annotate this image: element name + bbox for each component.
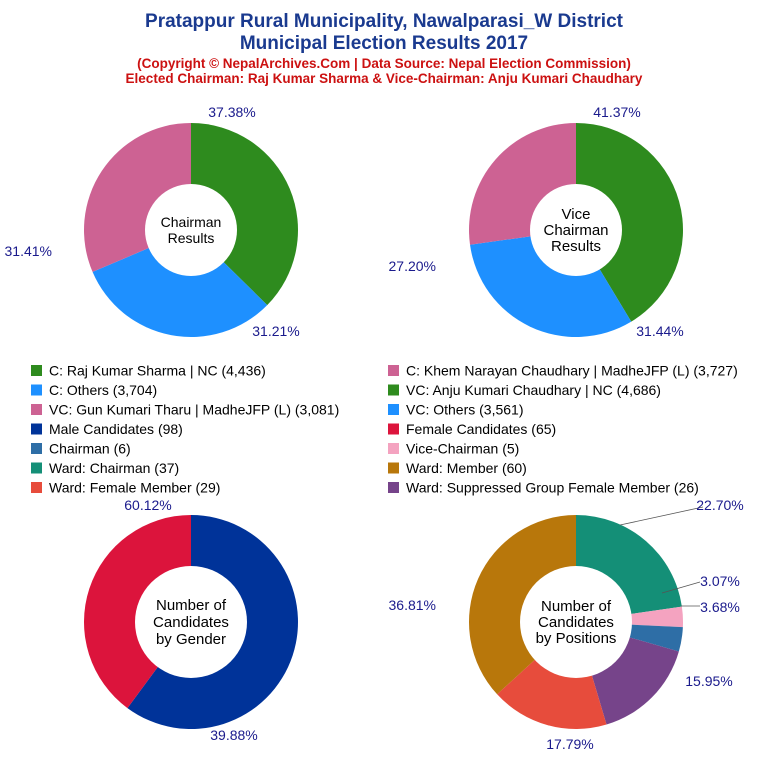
donut-center-label: Chairman — [543, 222, 608, 239]
legend-label: Male Candidates (98) — [49, 421, 183, 437]
legend-swatch — [31, 482, 42, 493]
slice-percent-label: 15.95% — [685, 673, 732, 689]
legend-item: C: Raj Kumar Sharma | NC (4,436) — [31, 363, 266, 379]
slice-percent-label: 37.38% — [208, 104, 255, 120]
slice-percent-label: 31.41% — [5, 243, 52, 259]
donut-center-label: Chairman — [161, 214, 222, 230]
slice-percent-label: 27.20% — [389, 258, 436, 274]
legend-swatch — [388, 423, 399, 435]
legend-label: VC: Anju Kumari Chaudhary | NC (4,686) — [406, 382, 661, 398]
donut-center-label: Number of — [541, 598, 612, 615]
legend-swatch — [388, 404, 399, 415]
legend-item: Ward: Female Member (29) — [31, 480, 220, 496]
donut-hole — [135, 566, 247, 678]
legend-item: Ward: Chairman (37) — [31, 460, 179, 476]
legend-label: Ward: Chairman (37) — [49, 460, 179, 476]
legend-label: Female Candidates (65) — [406, 421, 556, 437]
legend-swatch — [388, 365, 399, 376]
chart-title-line-2: Municipal Election Results 2017 — [240, 33, 528, 54]
donut-center-label: Results — [168, 230, 215, 246]
legend-label: VC: Others (3,561) — [406, 402, 524, 418]
legend-label: Ward: Female Member (29) — [49, 480, 220, 496]
slice-percent-label: 31.21% — [252, 323, 299, 339]
slice-percent-label: 22.70% — [696, 497, 743, 513]
pie-slice — [468, 515, 576, 695]
legend-swatch — [31, 443, 42, 454]
donut-center-label: Candidates — [153, 614, 229, 631]
donut-center-label: Vice — [562, 206, 591, 223]
slice-percent-label: 3.07% — [700, 573, 740, 589]
legend-swatch — [388, 384, 399, 396]
legend-item: Male Candidates (98) — [31, 421, 183, 437]
legend-label: VC: Gun Kumari Tharu | MadheJFP (L) (3,0… — [49, 402, 339, 418]
chart-title-line-1: Pratappur Rural Municipality, Nawalparas… — [145, 11, 624, 32]
legend-label: Ward: Member (60) — [406, 460, 527, 476]
legend-item: C: Khem Narayan Chaudhary | MadheJFP (L)… — [388, 363, 738, 379]
donut-center-label: Candidates — [538, 614, 614, 631]
slice-percent-label: 39.88% — [210, 727, 257, 743]
legend-label: Ward: Suppressed Group Female Member (26… — [406, 480, 699, 496]
legend-swatch — [388, 443, 399, 454]
legend-item: Ward: Member (60) — [388, 460, 527, 476]
leader-line — [619, 506, 704, 526]
legend-swatch — [31, 384, 42, 396]
chart-subtitle-elected: Elected Chairman: Raj Kumar Sharma & Vic… — [126, 71, 643, 86]
legend-item: VC: Others (3,561) — [388, 402, 524, 418]
slice-percent-label: 17.79% — [546, 736, 593, 752]
chart-subtitle-copyright: (Copyright © NepalArchives.Com | Data So… — [137, 56, 631, 71]
legend-label: Vice-Chairman (5) — [406, 441, 519, 457]
legend-label: C: Others (3,704) — [49, 382, 157, 398]
legend-swatch — [31, 462, 42, 474]
donut-hole — [145, 184, 237, 276]
legend-label: C: Raj Kumar Sharma | NC (4,436) — [49, 363, 266, 379]
slice-percent-label: 31.44% — [636, 323, 683, 339]
legend-label: Chairman (6) — [49, 441, 131, 457]
slice-percent-label: 41.37% — [593, 104, 640, 120]
donut-hole — [520, 566, 632, 678]
legend-item: Female Candidates (65) — [388, 421, 556, 437]
legend-item: VC: Anju Kumari Chaudhary | NC (4,686) — [388, 382, 661, 398]
legend-item: Ward: Suppressed Group Female Member (26… — [388, 480, 699, 496]
slice-percent-label: 60.12% — [124, 497, 171, 513]
donut-center-label: by Gender — [156, 631, 226, 648]
slice-percent-label: 3.68% — [700, 599, 740, 615]
legend-swatch — [388, 482, 399, 493]
donut-center-label: Results — [551, 238, 601, 255]
donut-center-label: Number of — [156, 597, 227, 614]
legend-swatch — [31, 404, 42, 415]
legend-swatch — [31, 365, 42, 376]
pie-slice — [92, 230, 268, 337]
slice-percent-label: 36.81% — [389, 597, 436, 613]
legend-label: C: Khem Narayan Chaudhary | MadheJFP (L)… — [406, 363, 738, 379]
pie-slice — [576, 123, 684, 322]
legend-swatch — [388, 462, 399, 474]
donut-center-label: by Positions — [536, 630, 617, 647]
leader-line — [661, 581, 701, 594]
legend-item: VC: Gun Kumari Tharu | MadheJFP (L) (3,0… — [31, 402, 339, 418]
pie-slice — [191, 123, 298, 306]
legend-swatch — [31, 423, 42, 435]
donut-charts: ChairmanResults37.38%31.21%31.41%ViceCha… — [5, 104, 744, 752]
legend: C: Raj Kumar Sharma | NC (4,436) C: Khem … — [31, 363, 738, 496]
legend-item: Vice-Chairman (5) — [388, 441, 519, 457]
legend-item: Chairman (6) — [31, 441, 131, 457]
legend-item: C: Others (3,704) — [31, 382, 157, 398]
donut-hole — [530, 184, 622, 276]
